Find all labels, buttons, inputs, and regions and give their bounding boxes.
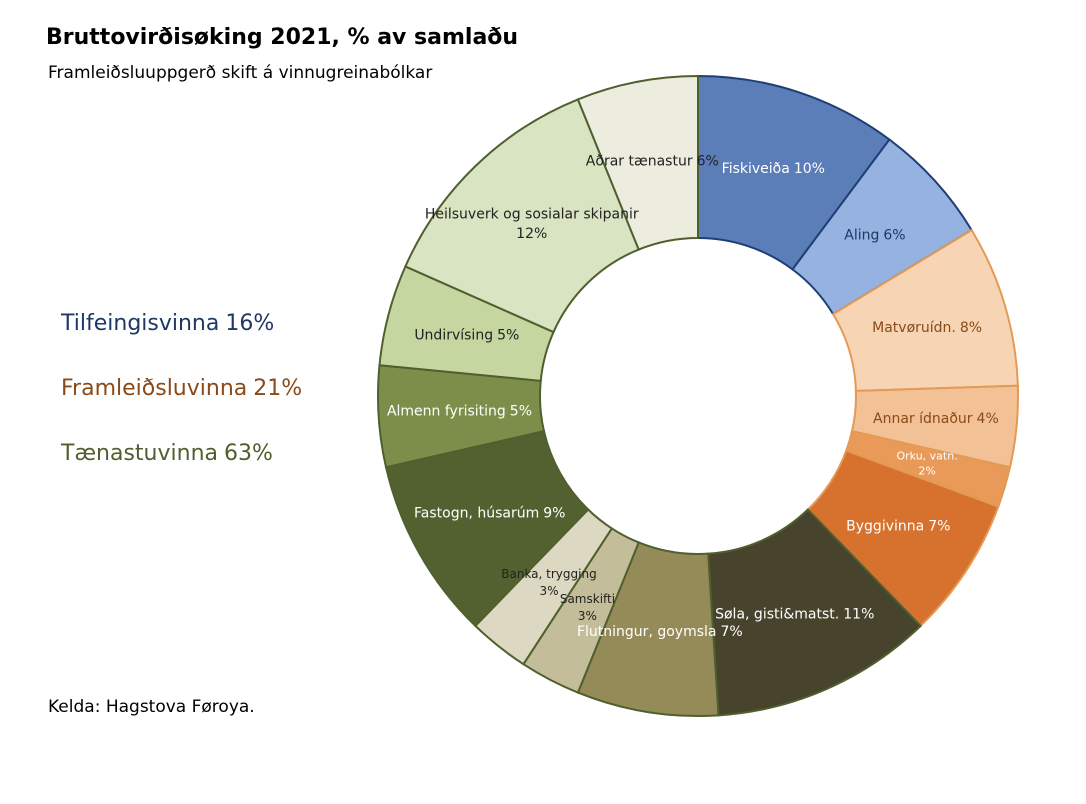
slice-label: Orku, vatn. (897, 449, 958, 462)
slice-value-label: 7% (720, 624, 742, 640)
slice-label: Byggivinna (846, 518, 924, 534)
slice-label: Fastogn, húsarúm (414, 505, 539, 521)
slice-value-label: 4% (977, 411, 999, 427)
group-label: Tænastuvinna (60, 441, 218, 466)
slice-value-label: 10% (794, 161, 825, 177)
slice-value-label: 6% (697, 153, 719, 169)
slice-value-label: 3% (578, 609, 597, 623)
slice-label: Undirvísing (414, 327, 493, 343)
slice-label: Matvøruídn. (872, 320, 956, 336)
slice-value-label: 12% (516, 226, 547, 242)
source-note: Kelda: Hagstova Føroya. (48, 697, 255, 717)
slice-label: Samskifti (560, 592, 615, 606)
group-label: Tilfeingisvinna (60, 311, 219, 336)
slice-label: Søla, gisti&matst. (715, 607, 839, 623)
chart-title: Bruttovirðisøking 2021, % av samlaðu (46, 25, 518, 50)
slice-label: Aling (844, 227, 879, 243)
slice-value-label: 3% (539, 584, 558, 598)
group-value-label: 63% (224, 441, 273, 466)
donut-slice (707, 508, 923, 717)
slice-value-label: 2% (918, 465, 935, 478)
donut-slice (404, 98, 641, 334)
slice-label: Annar ídnaður (873, 411, 973, 427)
slice-label: Heilsuverk og sosialar skipanir (425, 207, 639, 223)
slice-value-label: 6% (883, 227, 905, 243)
chart-subtitle: Framleiðsluuppgerð skift á vinnugreinabó… (48, 63, 432, 83)
slice-value-label: 9% (543, 505, 565, 521)
slice-label: Aðrar tænastur (586, 153, 693, 169)
slice-value-label: 5% (497, 327, 519, 343)
group-value-label: 21% (253, 376, 302, 401)
slice-label: Banka, trygging (501, 567, 596, 581)
slice-label: Almenn fyrisiting (387, 403, 506, 419)
slice-value-label: 8% (960, 320, 982, 336)
slice-label: Flutningur, goymsla (577, 624, 717, 640)
group-value-label: 16% (225, 311, 274, 336)
group-label: Framleiðsluvinna (61, 376, 247, 401)
donut-slice (576, 74, 699, 251)
slice-label: Fiskiveiða (722, 161, 790, 177)
slice-value-label: 11% (843, 607, 874, 623)
slice-value-label: 7% (928, 518, 950, 534)
slice-value-label: 5% (510, 403, 532, 419)
